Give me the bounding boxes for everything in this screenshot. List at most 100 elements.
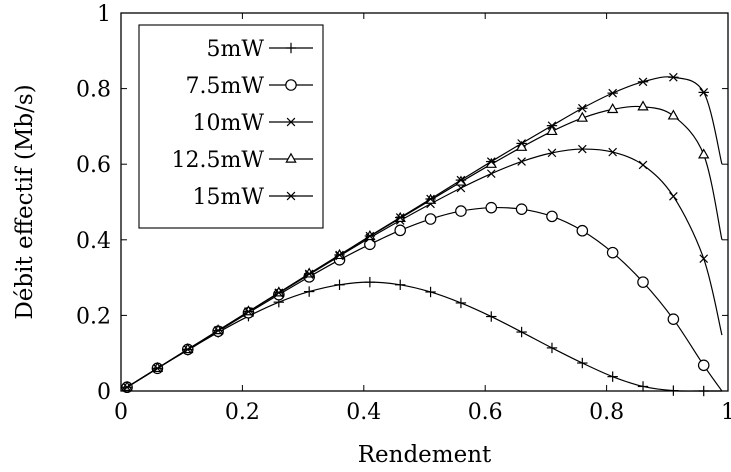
data-point	[455, 205, 467, 217]
data-point	[606, 246, 619, 259]
x-axis-label: Rendement	[358, 442, 492, 468]
marker-stroke	[577, 103, 587, 113]
marker-stroke	[699, 88, 709, 97]
x-tick-label: 0.8	[589, 400, 624, 425]
data-point	[546, 124, 558, 136]
legend: 5mW 7.5mW 10mW 12.5mW 15mW	[138, 24, 324, 229]
data-point	[152, 363, 163, 373]
legend-marker	[285, 79, 297, 91]
marker-triangle	[285, 152, 297, 163]
data-point	[698, 88, 709, 97]
marker-circle	[637, 276, 649, 288]
data-point	[669, 192, 678, 201]
data-point	[576, 111, 589, 122]
legend-entry: 12.5mW	[172, 148, 313, 173]
data-point	[668, 72, 679, 82]
marker-stroke	[286, 117, 296, 127]
data-point	[637, 77, 649, 87]
data-point	[577, 357, 588, 369]
legend-label: 12.5mW	[172, 148, 265, 173]
legend-marker	[285, 152, 297, 163]
y-tick-label: 0.4	[76, 229, 111, 254]
marker-stroke	[122, 382, 132, 392]
data-point	[576, 224, 589, 237]
legend-label: 10mW	[193, 111, 265, 136]
legend-entry: 15mW	[193, 185, 313, 210]
data-point	[485, 201, 498, 214]
data-point	[637, 100, 649, 111]
data-point	[395, 279, 406, 290]
marker-circle	[285, 79, 297, 91]
x-tick-label: 0.2	[225, 400, 260, 425]
marker-stroke	[304, 269, 314, 279]
data-point	[698, 148, 710, 159]
data-point	[637, 381, 649, 392]
series-line	[123, 206, 723, 392]
data-point	[486, 311, 497, 322]
y-tick-label: 0.8	[76, 78, 111, 103]
data-point	[517, 157, 526, 166]
data-point	[637, 276, 649, 288]
legend-label: 5mW	[207, 37, 265, 62]
series-layer	[121, 72, 723, 397]
data-point	[364, 276, 376, 288]
data-point	[515, 203, 528, 215]
marker-stroke	[638, 77, 648, 87]
marker-stroke	[395, 213, 405, 222]
marker-circle	[455, 205, 467, 217]
data-point	[121, 382, 133, 392]
x-tick-label: 0	[114, 400, 128, 425]
data-point	[547, 148, 557, 158]
data-point	[546, 210, 558, 223]
data-point	[334, 279, 345, 290]
data-point	[607, 371, 618, 382]
marker-stroke	[547, 148, 557, 158]
marker-stroke	[274, 288, 284, 298]
marker-stroke	[608, 88, 617, 98]
data-point	[394, 224, 407, 237]
y-axis-label: Débit effectif (Mb/s)	[12, 84, 38, 319]
y-tick-label: 0.2	[76, 304, 111, 329]
marker-stroke	[669, 192, 678, 201]
marker-circle	[485, 201, 498, 214]
data-point	[606, 102, 619, 114]
data-point	[607, 88, 618, 98]
series-7.5mW	[121, 201, 723, 394]
marker-circle	[515, 203, 528, 215]
marker-stroke	[183, 345, 193, 354]
x-tick-label: 0.6	[468, 400, 503, 425]
marker-stroke	[577, 144, 587, 154]
marker-stroke	[426, 194, 435, 204]
marker-triangle	[698, 148, 710, 159]
marker-stroke	[153, 363, 162, 373]
data-point	[546, 121, 558, 130]
marker-triangle	[576, 111, 589, 122]
legend-marker	[285, 191, 297, 201]
marker-stroke	[286, 191, 296, 201]
marker-stroke	[213, 326, 223, 335]
series-line	[123, 281, 722, 392]
legend-entry: 7.5mW	[186, 74, 313, 99]
data-point	[667, 109, 680, 120]
axis-ticks: 0 0.2 0.4 0.6 0.8 1 0 0.2 0.4 0.6 0.8 1	[76, 2, 731, 425]
marker-triangle	[606, 102, 619, 114]
x-tick-label: 0.4	[346, 400, 381, 425]
marker-stroke	[517, 157, 526, 166]
data-point	[212, 326, 224, 335]
x-tick-label: 1	[721, 400, 731, 425]
marker-triangle	[546, 124, 558, 136]
marker-triangle	[667, 109, 680, 120]
y-tick-label: 0.6	[76, 153, 111, 178]
data-point	[455, 175, 467, 185]
marker-stroke	[335, 250, 344, 260]
data-point	[424, 213, 437, 225]
legend-marker	[285, 42, 297, 54]
data-point	[486, 157, 497, 166]
data-point	[577, 144, 587, 154]
data-point	[516, 139, 527, 148]
data-point	[486, 169, 496, 178]
series-5mW	[121, 276, 722, 397]
data-point	[608, 147, 617, 157]
plot-area-frame	[120, 12, 729, 392]
